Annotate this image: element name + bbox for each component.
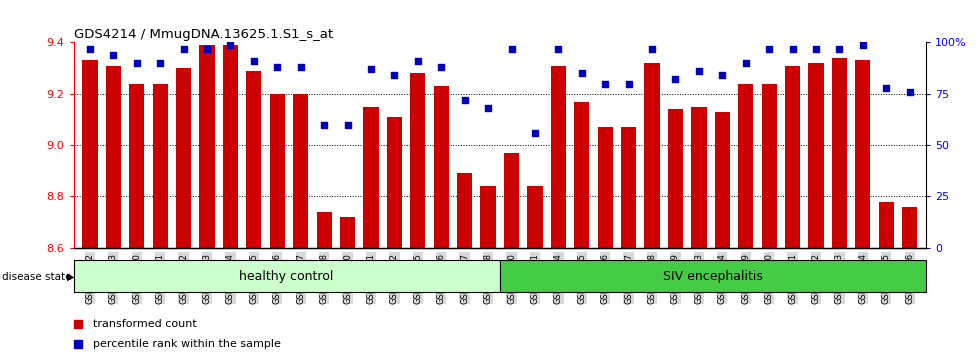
Point	[902, 89, 917, 95]
Bar	[153, 84, 168, 248]
Bar	[433, 86, 449, 248]
Point	[355, 56, 370, 62]
Bar	[82, 61, 97, 248]
Point	[808, 46, 824, 51]
Bar	[738, 84, 754, 248]
Point	[738, 60, 754, 66]
Point	[644, 46, 660, 51]
Point	[106, 52, 122, 58]
Bar	[129, 84, 144, 248]
Bar	[293, 94, 309, 248]
Point	[222, 42, 238, 47]
Bar	[480, 186, 496, 248]
Bar	[598, 127, 612, 248]
Bar	[317, 212, 332, 248]
Bar	[832, 58, 847, 248]
Bar	[500, 260, 926, 292]
Point	[340, 122, 356, 127]
Text: transformed count: transformed count	[93, 319, 197, 329]
Point	[293, 64, 309, 70]
Bar	[574, 102, 589, 248]
Bar	[761, 84, 777, 248]
Point	[246, 58, 262, 64]
Point	[270, 64, 285, 70]
Point	[785, 46, 801, 51]
Text: ▶: ▶	[67, 272, 74, 282]
Bar	[199, 45, 215, 248]
Bar	[903, 207, 917, 248]
Point	[598, 81, 613, 86]
Bar	[691, 107, 707, 248]
Bar	[667, 109, 683, 248]
Bar	[504, 153, 519, 248]
Bar	[387, 117, 402, 248]
Point	[620, 81, 636, 86]
Point	[832, 46, 848, 51]
Point	[667, 76, 683, 82]
Point	[317, 122, 332, 127]
Point	[433, 64, 449, 70]
Bar	[457, 173, 472, 248]
Text: percentile rank within the sample: percentile rank within the sample	[93, 339, 281, 349]
Point	[355, 236, 370, 242]
Point	[480, 105, 496, 111]
Bar	[222, 45, 238, 248]
Point	[82, 46, 98, 51]
Point	[878, 85, 894, 91]
Point	[761, 46, 777, 51]
Point	[714, 73, 730, 78]
Point	[364, 66, 379, 72]
Bar	[808, 63, 823, 248]
Text: healthy control: healthy control	[239, 270, 334, 282]
Bar	[270, 94, 285, 248]
Bar	[340, 217, 355, 248]
Bar	[364, 107, 378, 248]
Bar	[856, 61, 870, 248]
Bar	[176, 68, 191, 248]
Point	[386, 73, 402, 78]
Point	[504, 46, 519, 51]
Bar	[621, 127, 636, 248]
Point	[199, 46, 215, 51]
Bar	[714, 112, 730, 248]
Point	[410, 58, 425, 64]
Bar	[551, 65, 566, 248]
Text: disease state: disease state	[2, 272, 72, 282]
Bar	[645, 63, 660, 248]
Bar	[411, 73, 425, 248]
Text: SIV encephalitis: SIV encephalitis	[663, 270, 762, 282]
Point	[574, 70, 590, 76]
Bar	[527, 186, 543, 248]
Bar	[785, 65, 801, 248]
Bar	[74, 260, 500, 292]
Bar	[246, 71, 262, 248]
Point	[527, 130, 543, 136]
Point	[855, 42, 870, 47]
Bar	[106, 65, 121, 248]
Point	[175, 46, 191, 51]
Point	[551, 46, 566, 51]
Bar	[879, 202, 894, 248]
Point	[457, 97, 472, 103]
Point	[691, 68, 707, 74]
Text: GDS4214 / MmugDNA.13625.1.S1_s_at: GDS4214 / MmugDNA.13625.1.S1_s_at	[74, 28, 332, 41]
Point	[129, 60, 145, 66]
Point	[152, 60, 168, 66]
